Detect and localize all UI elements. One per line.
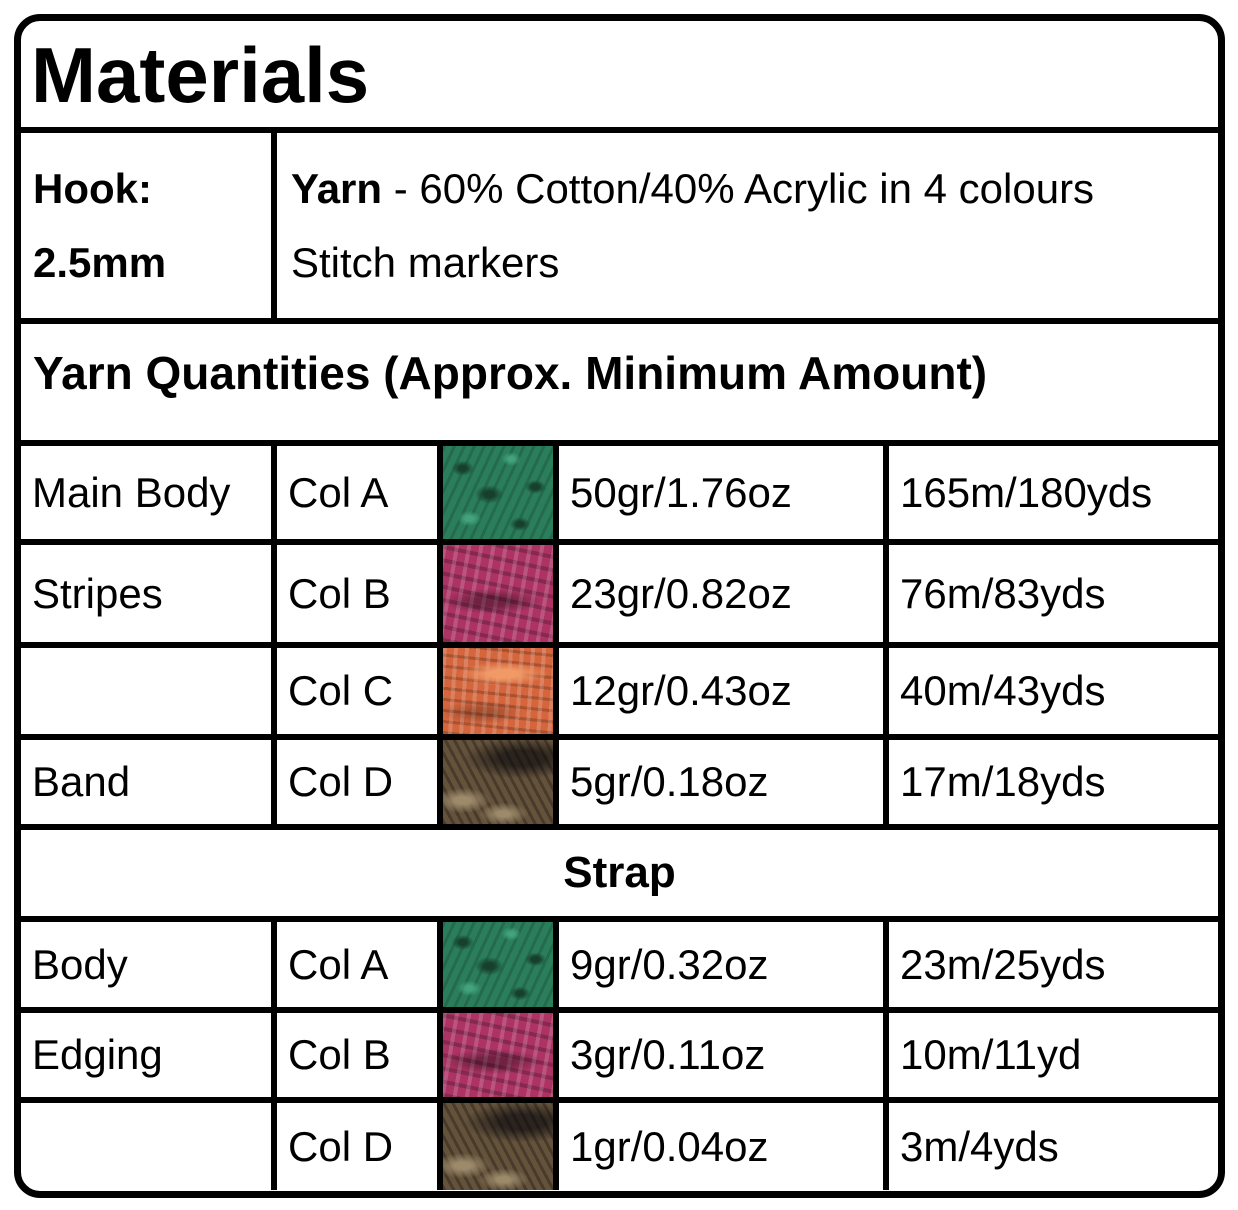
length-cell: 10m/11yd [889, 1013, 1218, 1097]
part-cell [21, 648, 277, 734]
yarn-swatch [443, 740, 559, 824]
colour-cell: Col B [277, 545, 443, 642]
yarn-lead: Yarn [291, 165, 383, 212]
weight-cell: 1gr/0.04oz [559, 1103, 889, 1190]
table-row: Stripes Col B 23gr/0.82oz 76m/83yds [21, 545, 1218, 648]
yarn-description: Yarn - 60% Cotton/40% Acrylic in 4 colou… [291, 152, 1218, 226]
colour-cell: Col A [277, 446, 443, 539]
length-value: 17m/18yds [900, 758, 1106, 805]
weight-value: 1gr/0.04oz [570, 1122, 769, 1170]
part-cell: Edging [21, 1013, 277, 1097]
length-cell: 165m/180yds [889, 446, 1218, 539]
yarn-description-text: - 60% Cotton/40% Acrylic in 4 colours [382, 165, 1095, 212]
part-label: Band [32, 758, 131, 805]
weight-cell: 5gr/0.18oz [559, 740, 889, 824]
hook-cell: Hook: 2.5mm [21, 133, 277, 318]
table-row: Main Body Col A 50gr/1.76oz 165m/180yds [21, 446, 1218, 545]
length-value: 3m/4yds [900, 1122, 1059, 1170]
weight-cell: 3gr/0.11oz [559, 1013, 889, 1097]
table-row: Body Col A 9gr/0.32oz 23m/25yds [21, 922, 1218, 1013]
materials-table: Materials Hook: 2.5mm Yarn - 60% Cotton/… [14, 14, 1225, 1198]
stitch-markers-note: Stitch markers [291, 238, 560, 286]
colour-cell: Col D [277, 740, 443, 824]
quantities-header: Yarn Quantities (Approx. Minimum Amount) [33, 347, 988, 399]
hook-yarn-row: Hook: 2.5mm Yarn - 60% Cotton/40% Acryli… [21, 133, 1218, 324]
part-cell: Main Body [21, 446, 277, 539]
part-cell [21, 1103, 277, 1190]
weight-value: 9gr/0.32oz [570, 940, 769, 988]
part-label: Edging [32, 1031, 163, 1078]
colour-label: Col A [288, 468, 389, 516]
table-row: Band Col D 5gr/0.18oz 17m/18yds [21, 740, 1218, 830]
part-label: Body [32, 940, 128, 988]
length-value: 23m/25yds [900, 940, 1106, 988]
colour-cell: Col D [277, 1103, 443, 1190]
table-row: Col C 12gr/0.43oz 40m/43yds [21, 648, 1218, 740]
table-row: Edging Col B 3gr/0.11oz 10m/11yd [21, 1013, 1218, 1103]
weight-value: 12gr/0.43oz [570, 667, 792, 714]
weight-cell: 50gr/1.76oz [559, 446, 889, 539]
part-cell: Body [21, 922, 277, 1007]
table-row: Col D 1gr/0.04oz 3m/4yds [21, 1103, 1218, 1190]
colour-cell: Col B [277, 1013, 443, 1097]
length-value: 165m/180yds [900, 468, 1153, 516]
colour-label: Col B [288, 569, 391, 617]
weight-cell: 12gr/0.43oz [559, 648, 889, 734]
length-cell: 40m/43yds [889, 648, 1218, 734]
weight-cell: 9gr/0.32oz [559, 922, 889, 1007]
part-cell: Stripes [21, 545, 277, 642]
part-label: Stripes [32, 569, 163, 617]
quantities-header-row: Yarn Quantities (Approx. Minimum Amount) [21, 324, 1218, 446]
weight-value: 3gr/0.11oz [570, 1031, 766, 1078]
length-value: 10m/11yd [900, 1031, 1082, 1078]
colour-label: Col D [288, 758, 394, 805]
hook-label: Hook: [33, 165, 152, 212]
strap-header-row: Strap [21, 830, 1218, 922]
colour-label: Col C [288, 667, 394, 714]
colour-label: Col D [288, 1122, 394, 1170]
weight-value: 23gr/0.82oz [570, 569, 792, 617]
hook-size: 2.5mm [33, 238, 167, 286]
page-title: Materials [31, 31, 370, 119]
yarn-swatch [443, 1013, 559, 1097]
yarn-swatch [443, 922, 559, 1007]
weight-value: 5gr/0.18oz [570, 758, 769, 805]
yarn-swatch [443, 648, 559, 734]
length-value: 40m/43yds [900, 667, 1106, 714]
yarn-swatch [443, 1103, 559, 1190]
yarn-cell: Yarn - 60% Cotton/40% Acrylic in 4 colou… [277, 133, 1218, 318]
title-row: Materials [21, 21, 1218, 133]
length-cell: 76m/83yds [889, 545, 1218, 642]
colour-cell: Col A [277, 922, 443, 1007]
colour-label: Col B [288, 1031, 391, 1078]
weight-cell: 23gr/0.82oz [559, 545, 889, 642]
length-value: 76m/83yds [900, 569, 1106, 617]
yarn-swatch [443, 545, 559, 642]
colour-cell: Col C [277, 648, 443, 734]
strap-header: Strap [563, 848, 676, 897]
length-cell: 23m/25yds [889, 922, 1218, 1007]
length-cell: 17m/18yds [889, 740, 1218, 824]
length-cell: 3m/4yds [889, 1103, 1218, 1190]
weight-value: 50gr/1.76oz [570, 468, 792, 516]
part-cell: Band [21, 740, 277, 824]
colour-label: Col A [288, 940, 389, 988]
part-label: Main Body [32, 468, 231, 516]
yarn-swatch [443, 446, 559, 539]
